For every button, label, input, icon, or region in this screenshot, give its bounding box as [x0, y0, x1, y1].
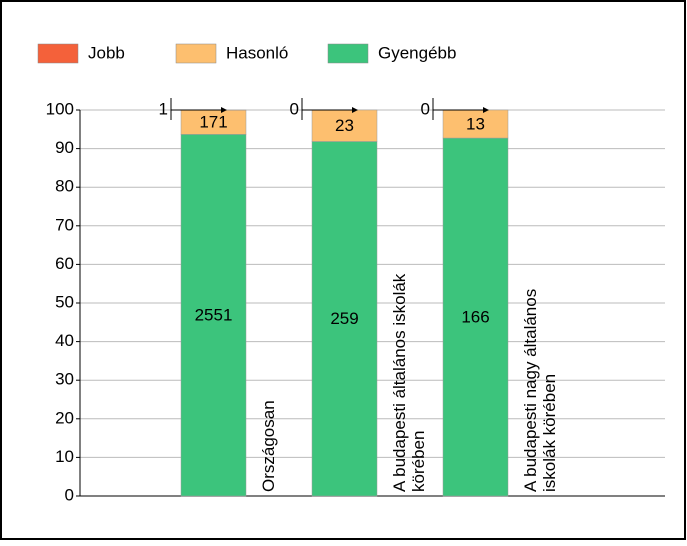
y-tick-label: 60 [55, 254, 74, 273]
legend-label: Gyengébb [378, 43, 456, 62]
legend-swatch [38, 44, 78, 63]
x-tick-label-line: A budapesti általános iskolák [390, 273, 409, 492]
legend-label: Hasonló [226, 43, 288, 62]
y-tick-label: 20 [55, 408, 74, 427]
x-tick-label-line: Országosan [259, 400, 278, 492]
data-label: 259 [330, 309, 358, 328]
y-tick-label: 80 [55, 177, 74, 196]
data-label: 166 [461, 308, 489, 327]
x-tick-label-line: iskolák körében [540, 374, 559, 492]
data-label: 2551 [195, 306, 233, 325]
data-label: 1 [159, 99, 168, 118]
y-tick-label: 40 [55, 331, 74, 350]
x-tick-label: Országosan [259, 400, 278, 492]
y-tick-label: 70 [55, 215, 74, 234]
data-label: 171 [199, 113, 227, 132]
data-label: 13 [466, 115, 485, 134]
legend-swatch [176, 44, 216, 63]
y-tick-label: 50 [55, 292, 74, 311]
data-label: 0 [421, 99, 430, 118]
y-tick-label: 10 [55, 447, 74, 466]
legend-label: Jobb [88, 43, 125, 62]
y-tick-label: 30 [55, 370, 74, 389]
y-tick-label: 0 [65, 485, 74, 504]
x-tick-label-line: körében [409, 431, 428, 492]
x-tick-label-line: A budapesti nagy általános [521, 289, 540, 492]
data-label: 0 [290, 99, 299, 118]
data-label: 23 [335, 116, 354, 135]
y-tick-label: 100 [46, 99, 74, 118]
legend-swatch [328, 44, 368, 63]
y-tick-label: 90 [55, 138, 74, 157]
